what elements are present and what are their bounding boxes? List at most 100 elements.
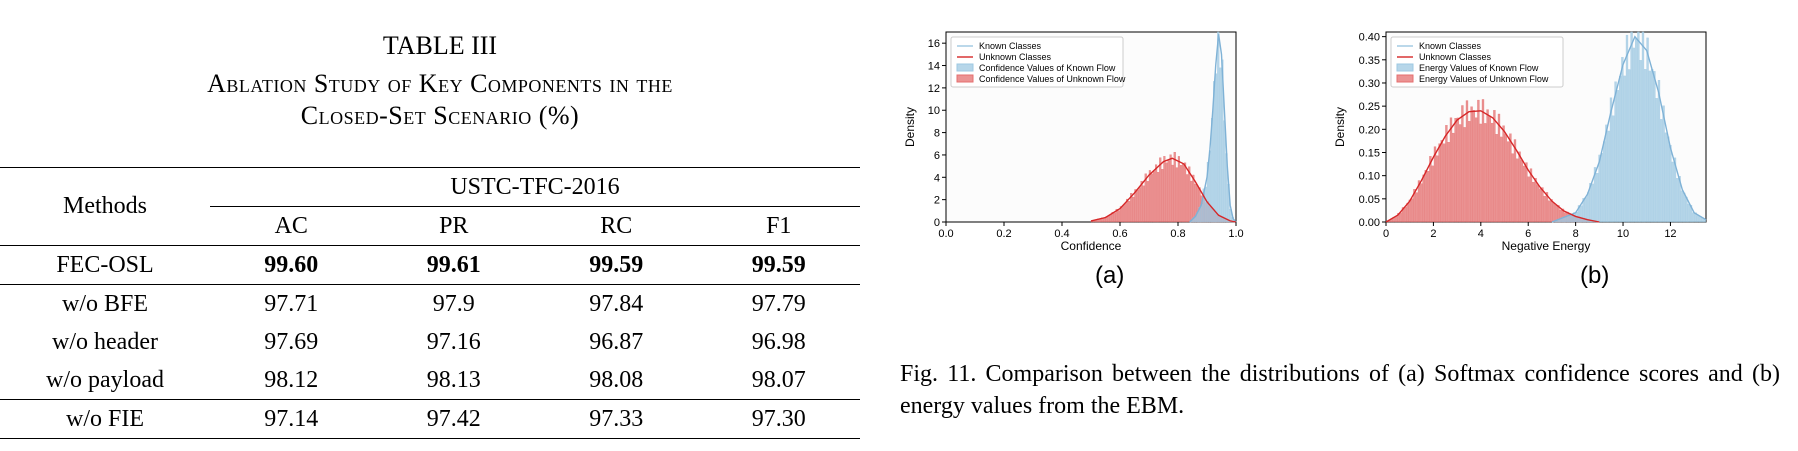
unknown-bar [1130, 193, 1133, 223]
unknown-bar [1488, 115, 1491, 223]
unknown-bar [1109, 214, 1112, 223]
unknown-bar [1155, 164, 1158, 223]
unknown-bar [1132, 196, 1135, 223]
known-bar [1685, 196, 1688, 223]
unknown-bar [1532, 181, 1535, 223]
table-row: w/o payload 98.12 98.13 98.08 98.07 [0, 361, 860, 400]
figure-block: 0.0 0.2 0.4 0.6 0.8 1.0 0 2 4 6 8 10 12 14 16 Confidenc… [900, 0, 1798, 451]
y-tick-label: 14 [928, 61, 940, 73]
known-bar [1660, 119, 1663, 223]
unknown-bar [1490, 122, 1494, 223]
known-bar [1634, 38, 1638, 223]
unknown-bar [1186, 174, 1189, 223]
unknown-bar [1513, 139, 1517, 223]
known-bar [1650, 69, 1654, 223]
unknown-bar [1440, 140, 1443, 223]
unknown-bar [1138, 187, 1141, 223]
unknown-bar [1420, 183, 1423, 223]
known-bar [1625, 34, 1629, 223]
value-cell: 97.9 [432, 290, 475, 317]
known-bar [1646, 37, 1649, 223]
table-row: w/o BFE 97.71 97.9 97.84 97.79 [0, 284, 860, 324]
unknown-bar [1479, 123, 1482, 223]
known-bar [1641, 31, 1645, 223]
method-cell: w/o BFE [61, 290, 148, 317]
unknown-bar [1543, 195, 1546, 223]
unknown-bar [1518, 151, 1521, 223]
unknown-bar [1529, 168, 1533, 223]
unknown-bar [1177, 156, 1180, 223]
legend-known-patch [1396, 63, 1414, 72]
unknown-bar [1169, 154, 1172, 223]
known-bar [1600, 152, 1603, 223]
known-bar [1577, 205, 1581, 223]
unknown-bar [1493, 110, 1496, 223]
known-bar [1582, 198, 1585, 223]
unknown-bar [1117, 210, 1120, 223]
unknown-bar [1406, 202, 1409, 223]
y-tick-label: 2 [934, 195, 940, 207]
unknown-bar [1142, 185, 1145, 223]
known-bar [1580, 205, 1583, 223]
unknown-bar [1119, 206, 1122, 223]
unknown-bar [1502, 125, 1505, 223]
y-tick-label: 0.10 [1359, 171, 1380, 183]
methods-header: Methods [63, 193, 147, 219]
metric-header-f1: F1 [766, 212, 792, 239]
known-bar [1680, 190, 1683, 223]
value-cell: 97.16 [426, 328, 481, 355]
known-bar [1682, 192, 1686, 223]
unknown-bar [1509, 133, 1512, 223]
value-cell: 99.60 [264, 251, 319, 278]
unknown-bar [1410, 198, 1414, 223]
known-bar [1628, 69, 1631, 223]
table-row: FEC-OSL 99.60 99.61 99.59 99.59 [0, 245, 860, 285]
unknown-bar [1167, 160, 1170, 223]
y-tick-label: 0.35 [1359, 55, 1380, 67]
y-tick-label: 10 [928, 105, 940, 117]
legend-known-patch [956, 63, 974, 72]
known-bar [1586, 192, 1590, 223]
metric-header-rc: RC [600, 212, 633, 239]
known-bar [1612, 115, 1615, 223]
figure-caption: Fig. 11. Comparison between the distribu… [900, 361, 1780, 419]
unknown-bar [1534, 178, 1537, 223]
known-bar [1637, 31, 1640, 223]
value-cell: 97.79 [751, 290, 806, 317]
unknown-bar [1438, 143, 1441, 223]
y-tick-label: 0.25 [1359, 101, 1380, 113]
known-bar [1657, 80, 1661, 223]
unknown-bar [1192, 174, 1195, 223]
known-classes-line [1551, 35, 1707, 223]
known-bar [1618, 76, 1622, 223]
unknown-bar [1545, 192, 1549, 223]
y-tick-label: 0.20 [1359, 124, 1380, 136]
unknown-bar [1413, 189, 1416, 223]
known-bar [1673, 157, 1677, 223]
unknown-bar [1550, 199, 1553, 223]
unknown-bar [1442, 143, 1446, 223]
unknown-bar [1128, 200, 1131, 223]
table-subtitle-line1: Ablation Study of Key Components in the [207, 69, 673, 98]
method-cell: FEC-OSL [56, 251, 154, 278]
unknown-bar [1136, 189, 1139, 223]
x-tick-label: 0.6 [1112, 228, 1127, 240]
known-bar [1589, 183, 1592, 223]
unknown-bar [1111, 212, 1114, 223]
known-bar [1616, 90, 1619, 223]
known-bar [1591, 183, 1594, 223]
unknown-bar [1179, 164, 1182, 223]
value-cell: 97.71 [264, 290, 319, 317]
value-cell: 97.42 [426, 405, 481, 432]
legend-entry: Unknown Classes [979, 52, 1052, 62]
unknown-bar [1188, 166, 1191, 223]
unknown-bar [1536, 184, 1539, 223]
unknown-bar [1477, 99, 1480, 223]
legend-box [1390, 36, 1564, 88]
unknown-bar [1399, 212, 1402, 223]
known-bar [1609, 97, 1613, 223]
x-tick-label: 4 [1478, 228, 1484, 240]
unknown-bar [1417, 180, 1421, 223]
unknown-bar [1548, 200, 1551, 223]
unknown-bar [1144, 173, 1147, 223]
